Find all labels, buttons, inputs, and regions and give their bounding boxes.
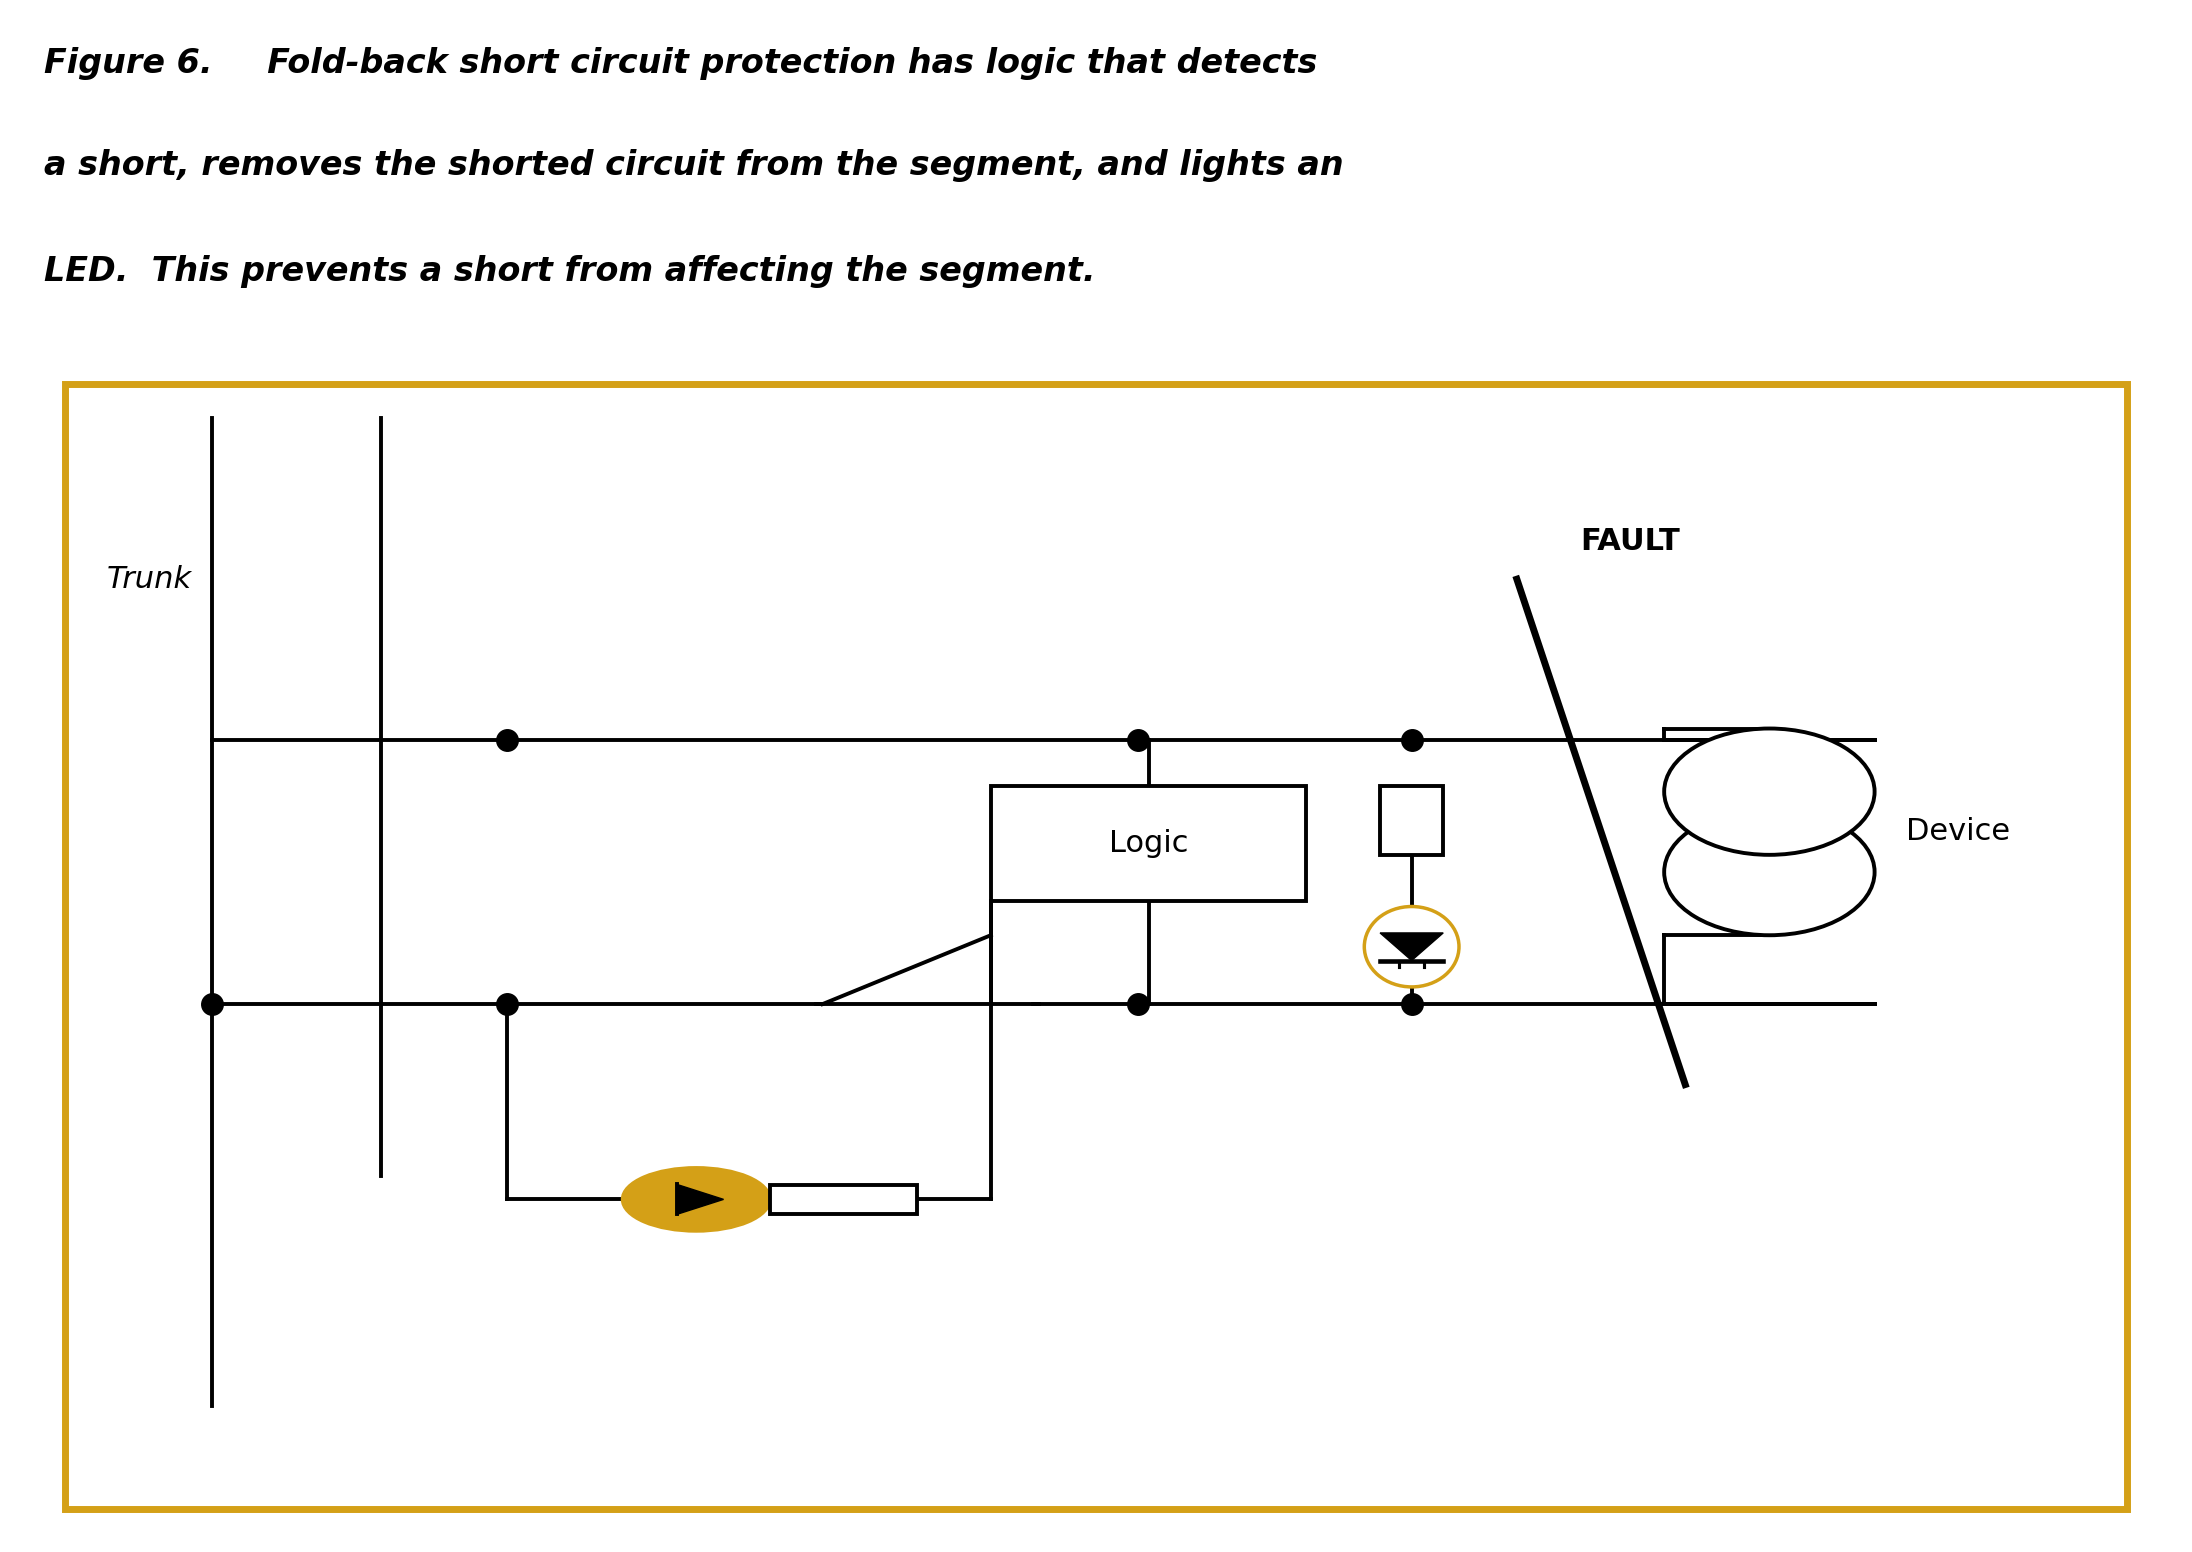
Point xyxy=(1394,992,1429,1017)
Point xyxy=(489,992,524,1017)
Text: Device: Device xyxy=(1907,818,2010,846)
Point xyxy=(1120,728,1155,753)
Ellipse shape xyxy=(623,1167,769,1231)
Bar xyxy=(769,1186,916,1214)
Point xyxy=(195,992,230,1017)
Text: FAULT: FAULT xyxy=(1580,528,1679,556)
Bar xyxy=(1381,785,1442,855)
Text: Figure 6.: Figure 6. xyxy=(44,47,213,79)
Point xyxy=(1394,728,1429,753)
Text: Trunk: Trunk xyxy=(107,565,193,594)
Bar xyxy=(991,785,1306,900)
Polygon shape xyxy=(677,1184,723,1214)
Polygon shape xyxy=(1381,933,1442,961)
Text: Fold-back short circuit protection has logic that detects: Fold-back short circuit protection has l… xyxy=(243,47,1317,79)
Ellipse shape xyxy=(1363,906,1460,987)
Text: a short, removes the shorted circuit from the segment, and lights an: a short, removes the shorted circuit fro… xyxy=(44,149,1344,182)
Text: Logic: Logic xyxy=(1109,829,1188,858)
Point xyxy=(489,728,524,753)
Point xyxy=(1120,992,1155,1017)
Ellipse shape xyxy=(1664,728,1874,855)
Text: LED.  This prevents a short from affecting the segment.: LED. This prevents a short from affectin… xyxy=(44,255,1096,287)
Ellipse shape xyxy=(1664,809,1874,936)
